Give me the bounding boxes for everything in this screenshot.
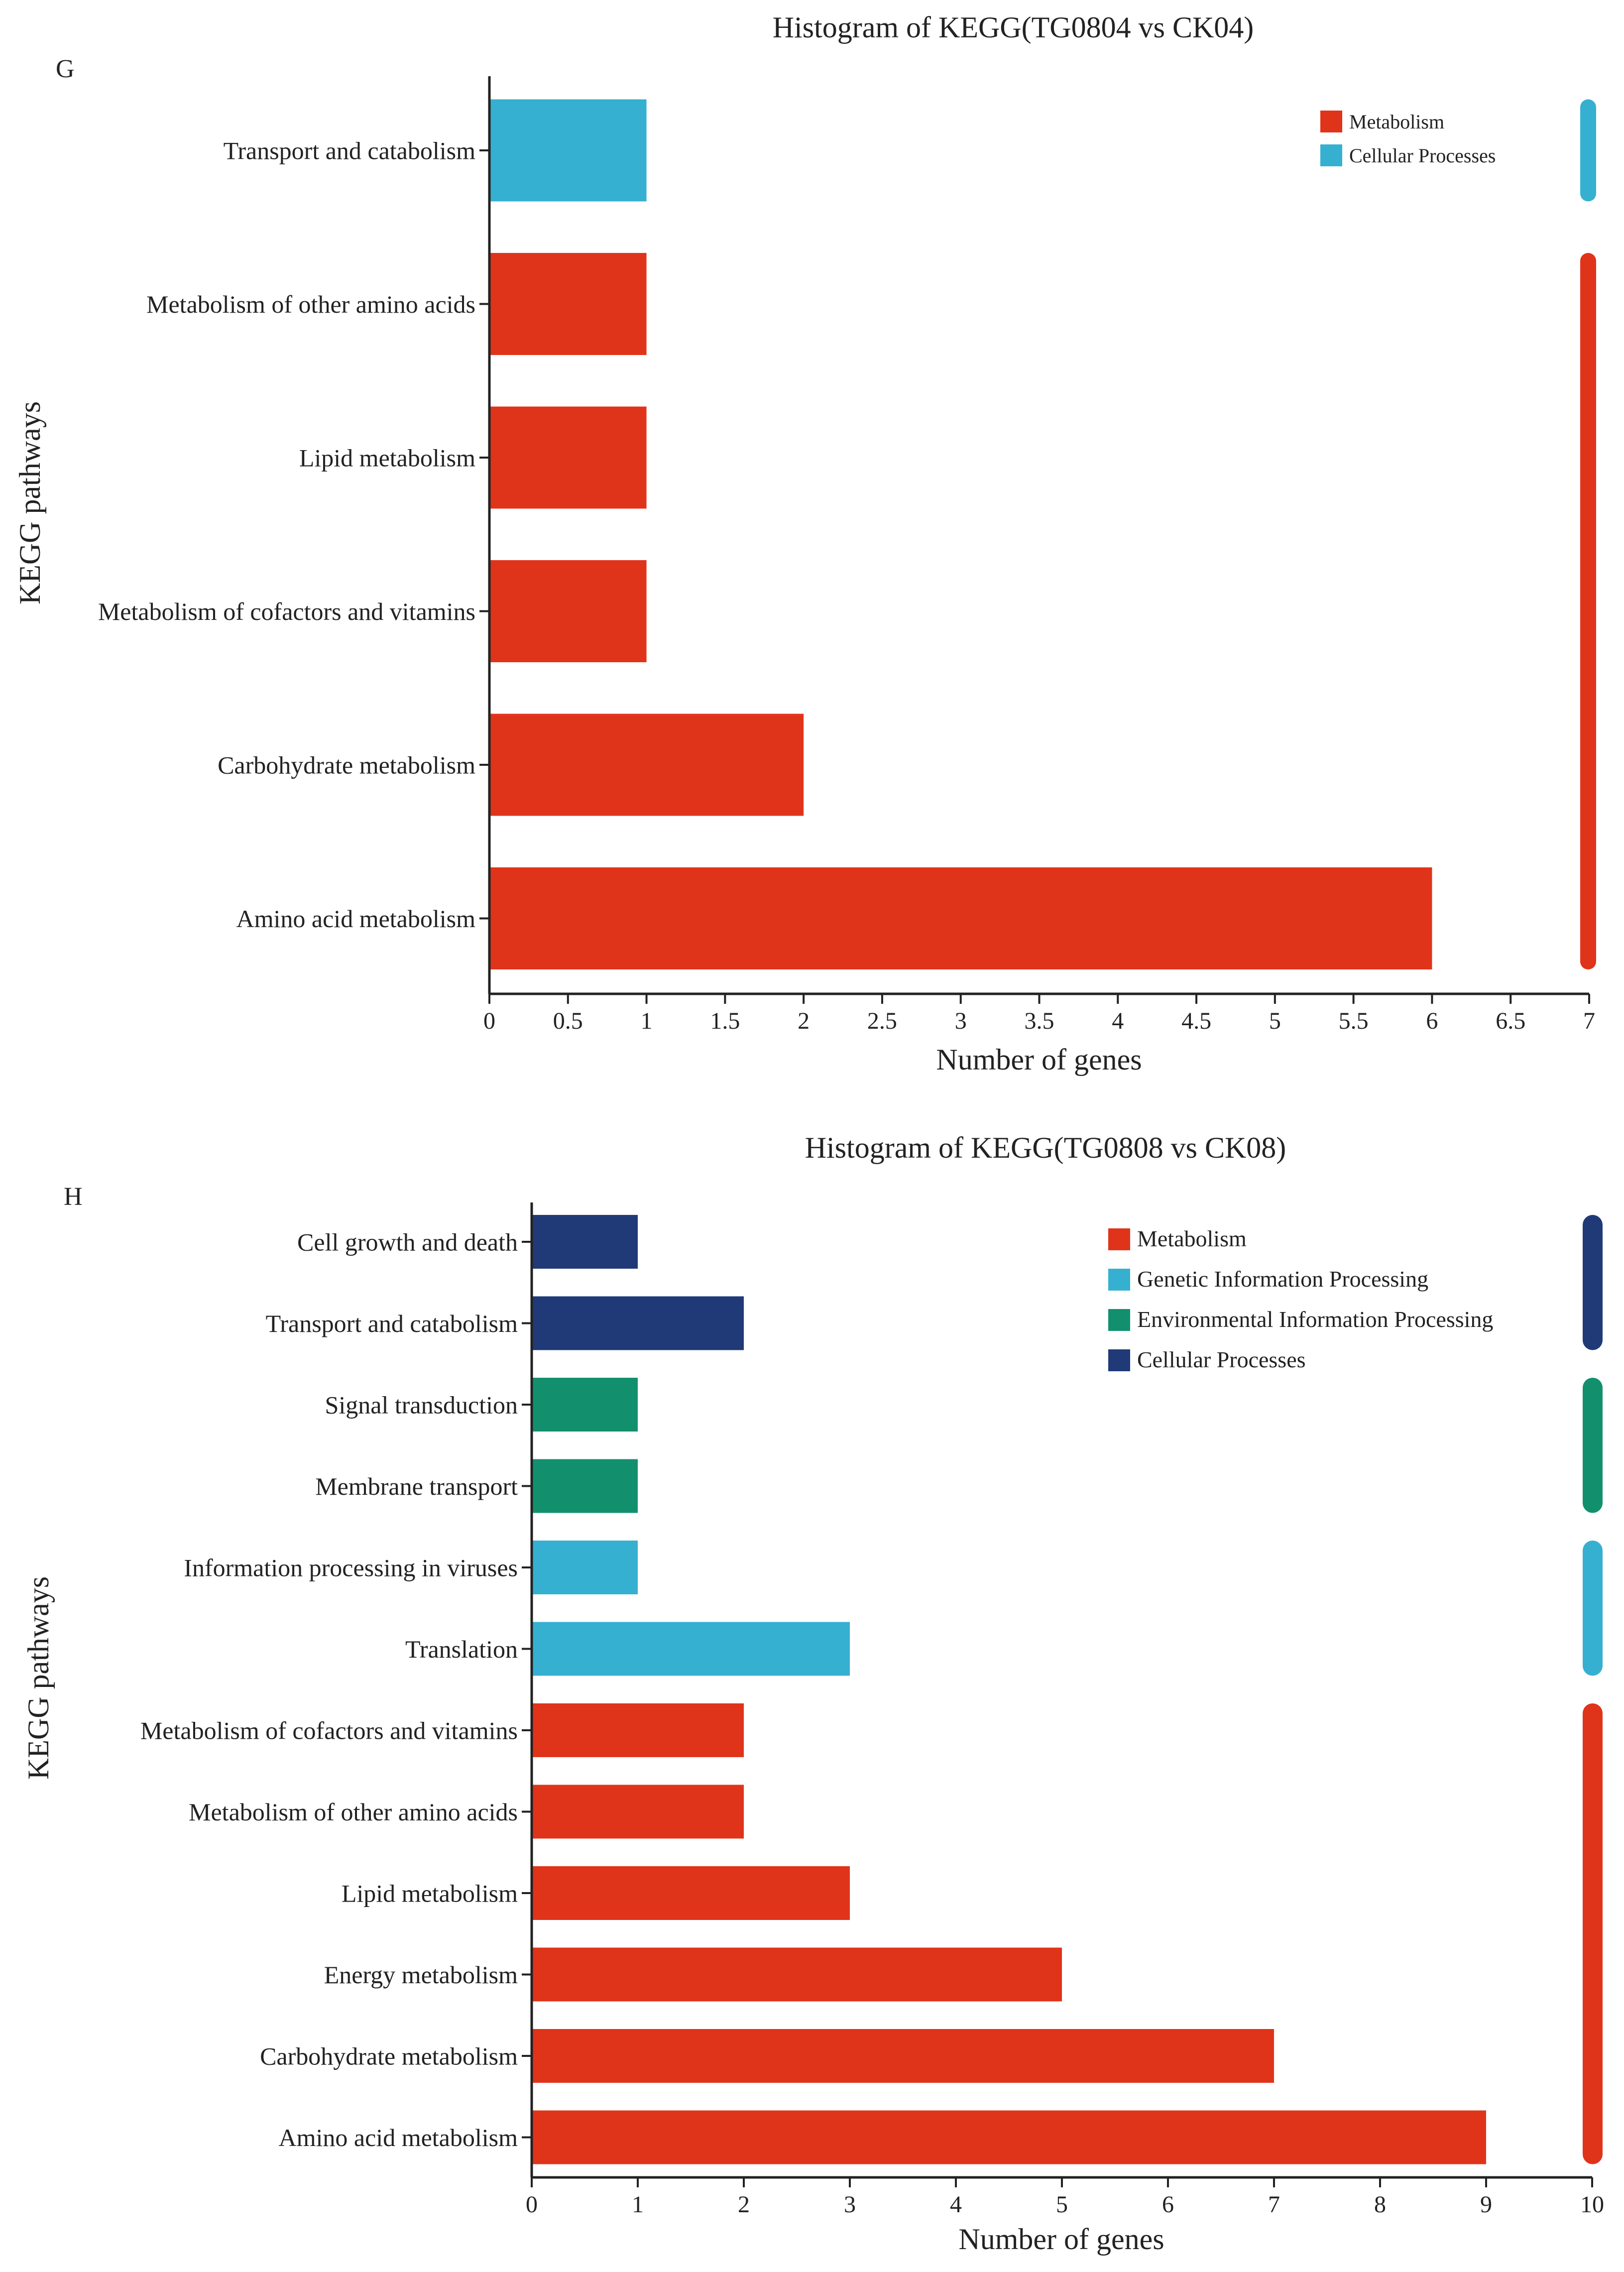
category-label: Carbohydrate metabolism [260, 2042, 518, 2070]
bar-signal-transduction [532, 1378, 638, 1432]
x-tick-label: 10 [1580, 2191, 1604, 2218]
category-label: Amino acid metabolism [279, 2124, 518, 2152]
category-label: Metabolism of cofactors and vitamins [98, 598, 475, 625]
category-label: Signal transduction [325, 1391, 518, 1419]
x-tick-label: 6 [1426, 1008, 1438, 1034]
legend-swatch-cellular-processes [1108, 1349, 1130, 1371]
group-indicator-genetic-information-processing [1583, 1541, 1603, 1676]
x-axis-label: Number of genes [958, 2223, 1164, 2256]
bar-carbohydrate-metabolism [489, 714, 804, 816]
x-tick-label: 3 [955, 1008, 967, 1034]
group-indicator-metabolism [1580, 253, 1596, 969]
legend-label: Metabolism [1137, 1226, 1247, 1251]
legend-label: Metabolism [1349, 111, 1444, 133]
x-tick-label: 1.5 [710, 1008, 740, 1034]
category-label: Transport and catabolism [224, 137, 476, 165]
group-indicator-environmental-information-processing [1583, 1378, 1603, 1513]
x-tick-label: 5 [1269, 1008, 1281, 1034]
bar-amino-acid-metabolism [532, 2110, 1486, 2164]
bar-metabolism-of-cofactors-and-vitamins [489, 560, 647, 662]
x-tick-label: 3 [844, 2191, 856, 2218]
x-tick-label: 6 [1162, 2191, 1174, 2218]
legend-swatch-metabolism [1108, 1228, 1130, 1250]
category-label: Transport and catabolism [266, 1310, 518, 1337]
category-label: Metabolism of other amino acids [146, 290, 475, 318]
bar-membrane-transport [532, 1459, 638, 1513]
category-label: Lipid metabolism [299, 444, 475, 472]
x-axis-label: Number of genes [936, 1043, 1142, 1076]
x-tick-label: 4 [950, 2191, 962, 2218]
panel-label: G [56, 55, 75, 83]
category-label: Carbohydrate metabolism [218, 751, 475, 779]
bar-carbohydrate-metabolism [532, 2029, 1274, 2083]
bar-metabolism-of-cofactors-and-vitamins [532, 1703, 744, 1757]
x-tick-label: 2 [738, 2191, 750, 2218]
legend-swatch-cellular-processes [1320, 144, 1342, 166]
x-tick-label: 8 [1374, 2191, 1386, 2218]
bar-translation [532, 1622, 850, 1676]
x-tick-label: 0 [526, 2191, 538, 2218]
category-label: Energy metabolism [324, 1961, 518, 1989]
bar-information-processing-in-viruses [532, 1541, 638, 1594]
category-label: Metabolism of other amino acids [189, 1798, 518, 1826]
x-tick-label: 0 [483, 1008, 495, 1034]
x-tick-label: 1 [641, 1008, 653, 1034]
panel-label: H [64, 1183, 83, 1211]
x-tick-label: 2.5 [867, 1008, 897, 1034]
legend-swatch-metabolism [1320, 111, 1342, 132]
legend-label: Cellular Processes [1349, 144, 1496, 167]
x-tick-label: 4.5 [1181, 1008, 1211, 1034]
chart-panel-h: Histogram of KEGG(TG0808 vs CK08) H KEGG p… [22, 1131, 1604, 2256]
bar-lipid-metabolism [489, 406, 647, 509]
bar-metabolism-of-other-amino-acids [532, 1785, 744, 1839]
group-indicator-cellular-processes [1580, 99, 1596, 202]
group-indicator-metabolism [1583, 1703, 1603, 2164]
y-axis-label: KEGG pathways [22, 1576, 55, 1780]
x-tick-label: 4 [1112, 1008, 1124, 1034]
legend-label: Cellular Processes [1137, 1347, 1306, 1372]
bar-cell-growth-and-death [532, 1215, 638, 1269]
category-label: Information processing in viruses [184, 1554, 518, 1582]
legend-label: Environmental Information Processing [1137, 1307, 1493, 1332]
bar-amino-acid-metabolism [489, 867, 1432, 969]
x-tick-label: 3.5 [1025, 1008, 1054, 1034]
chart-title: Histogram of KEGG(TG0804 vs CK04) [773, 11, 1254, 44]
legend-swatch-environmental-information-processing [1108, 1309, 1130, 1331]
bar-transport-and-catabolism [532, 1296, 744, 1350]
category-label: Translation [405, 1635, 518, 1663]
category-label: Lipid metabolism [342, 1880, 518, 1908]
x-tick-label: 2 [798, 1008, 810, 1034]
chart-title: Histogram of KEGG(TG0808 vs CK08) [805, 1131, 1286, 1164]
bar-energy-metabolism [532, 1947, 1062, 2002]
chart-panel-g: Histogram of KEGG(TG0804 vs CK04) G KEGG p… [13, 11, 1596, 1076]
x-tick-label: 0.5 [553, 1008, 583, 1034]
category-label: Cell growth and death [297, 1228, 518, 1256]
category-label: Membrane transport [315, 1472, 518, 1500]
group-indicator-cellular-processes [1583, 1215, 1603, 1350]
y-axis-label: KEGG pathways [13, 401, 46, 604]
bar-transport-and-catabolism [489, 99, 647, 202]
x-tick-label: 5.5 [1339, 1008, 1369, 1034]
legend-label: Genetic Information Processing [1137, 1266, 1428, 1292]
category-label: Metabolism of cofactors and vitamins [140, 1717, 518, 1745]
bar-lipid-metabolism [532, 1866, 850, 1920]
legend-swatch-genetic-information-processing [1108, 1269, 1130, 1291]
category-label: Amino acid metabolism [236, 905, 476, 933]
x-tick-label: 5 [1056, 2191, 1068, 2218]
x-tick-label: 7 [1583, 1008, 1595, 1034]
x-tick-label: 6.5 [1496, 1008, 1525, 1034]
x-tick-label: 1 [632, 2191, 644, 2218]
bar-metabolism-of-other-amino-acids [489, 253, 647, 355]
x-tick-label: 9 [1480, 2191, 1492, 2218]
x-tick-label: 7 [1268, 2191, 1280, 2218]
